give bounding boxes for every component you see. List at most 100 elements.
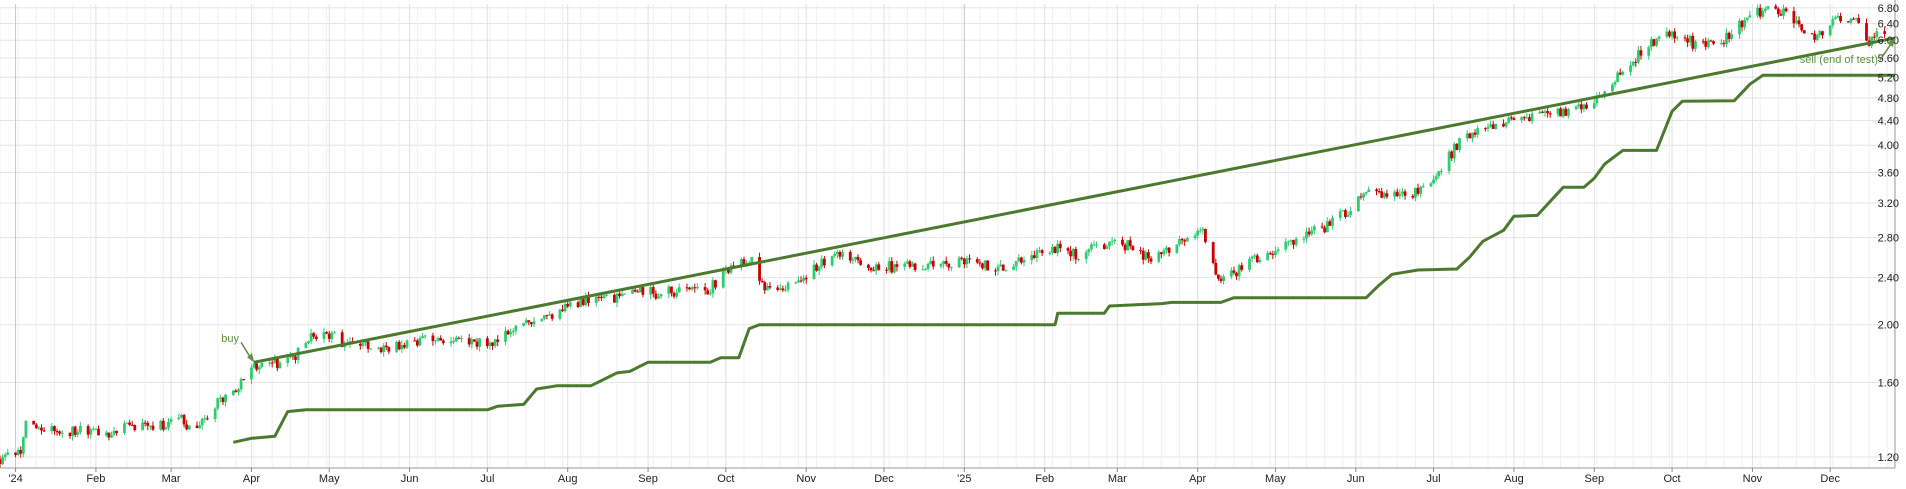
candle-down (1509, 117, 1513, 119)
candle-down (885, 269, 888, 271)
candle-down (413, 340, 417, 342)
candle-up (24, 420, 28, 438)
candle-down (1344, 210, 1347, 217)
candle-down (1147, 252, 1150, 259)
candle-down (895, 264, 899, 267)
candle-down (14, 452, 17, 456)
x-tick-label: '25 (957, 473, 971, 485)
candle-down (1548, 113, 1552, 115)
candle-up (104, 432, 108, 436)
candle-down (55, 431, 59, 433)
candle-up (657, 296, 660, 299)
candle-down (1579, 104, 1583, 110)
candle-down (1019, 257, 1023, 263)
candle-down (314, 336, 318, 340)
candle-down (1066, 248, 1070, 251)
candle-up (213, 408, 217, 419)
candle-down (1473, 132, 1477, 135)
candle-down (1216, 274, 1220, 279)
candle-down (221, 397, 225, 403)
candle-down (960, 257, 964, 259)
candle-down (947, 263, 951, 268)
candle-down (633, 289, 637, 292)
x-tick-label: Nov (796, 473, 816, 485)
candle-up (460, 338, 463, 340)
candle-up (1175, 244, 1179, 253)
candle-down (255, 363, 259, 370)
candle-up (148, 425, 152, 427)
candle-down (1839, 15, 1842, 22)
candle-down (1779, 14, 1783, 16)
candle-up (1022, 260, 1026, 263)
candle-down (714, 280, 717, 288)
candle-up (1196, 230, 1200, 236)
candle-up (835, 251, 839, 254)
candle-up (78, 425, 82, 433)
candle-up (1051, 247, 1054, 253)
candle-up (926, 263, 930, 270)
candle-down (1131, 246, 1135, 251)
candle-up (405, 340, 409, 348)
candle-down (472, 339, 476, 342)
candle-up (1035, 250, 1039, 259)
x-tick-label: Aug (1504, 473, 1524, 485)
candle-up (1756, 7, 1760, 16)
candle-down (1585, 104, 1588, 109)
candle-up (740, 259, 743, 267)
candle-up (1795, 20, 1798, 24)
candle-up (478, 338, 481, 347)
candle-up (1110, 241, 1114, 243)
candle-down (931, 260, 935, 267)
candle-up (797, 280, 800, 283)
candle-down (1320, 226, 1324, 228)
candle-up (71, 426, 74, 437)
candle-down (944, 261, 948, 264)
candle-down (115, 430, 119, 433)
candle-up (1310, 230, 1314, 235)
candle-down (1377, 191, 1381, 193)
candle-up (1595, 96, 1599, 104)
candle-up (110, 434, 113, 438)
candle-up (50, 426, 54, 432)
candle-up (1284, 241, 1288, 250)
candle-down (1484, 128, 1487, 130)
candle-down (566, 303, 570, 307)
candle-up (239, 379, 243, 390)
candle-up (695, 287, 699, 289)
candle-up (1574, 106, 1578, 110)
candle-up (187, 425, 191, 430)
candle-down (597, 296, 601, 298)
candle-down (1411, 195, 1415, 198)
candle-down (506, 330, 510, 335)
candle-down (685, 287, 689, 289)
candle-down (379, 347, 383, 353)
candle-up (1193, 235, 1197, 239)
candle-up (887, 261, 891, 271)
candle-down (97, 428, 100, 436)
candle-down (1323, 227, 1327, 233)
candle-up (1582, 104, 1586, 110)
candle-up (1, 456, 4, 465)
candle-up (1030, 255, 1034, 261)
candle-up (568, 302, 572, 307)
candle-down (867, 264, 870, 268)
candle-down (53, 426, 56, 432)
candle-down (275, 358, 279, 369)
candle-up (524, 320, 528, 324)
candle-up (1346, 215, 1350, 217)
candle-down (1121, 239, 1124, 245)
candle-up (89, 429, 93, 435)
candle-up (1349, 211, 1353, 216)
candle-up (16, 449, 20, 456)
candle-up (509, 332, 513, 335)
candle-down (576, 302, 580, 307)
candle-up (1382, 193, 1386, 198)
candle-up (1745, 17, 1749, 20)
candle-down (1053, 247, 1057, 254)
candle-up (1429, 183, 1433, 187)
candle-down (561, 309, 564, 312)
candle-up (141, 422, 144, 431)
candle-down (1491, 124, 1495, 129)
candle-down (1395, 191, 1399, 197)
x-axis: '24 Feb Mar Apr May Jun Jul Aug Sep Oct Nov Dec '25 F… (8, 468, 1840, 485)
